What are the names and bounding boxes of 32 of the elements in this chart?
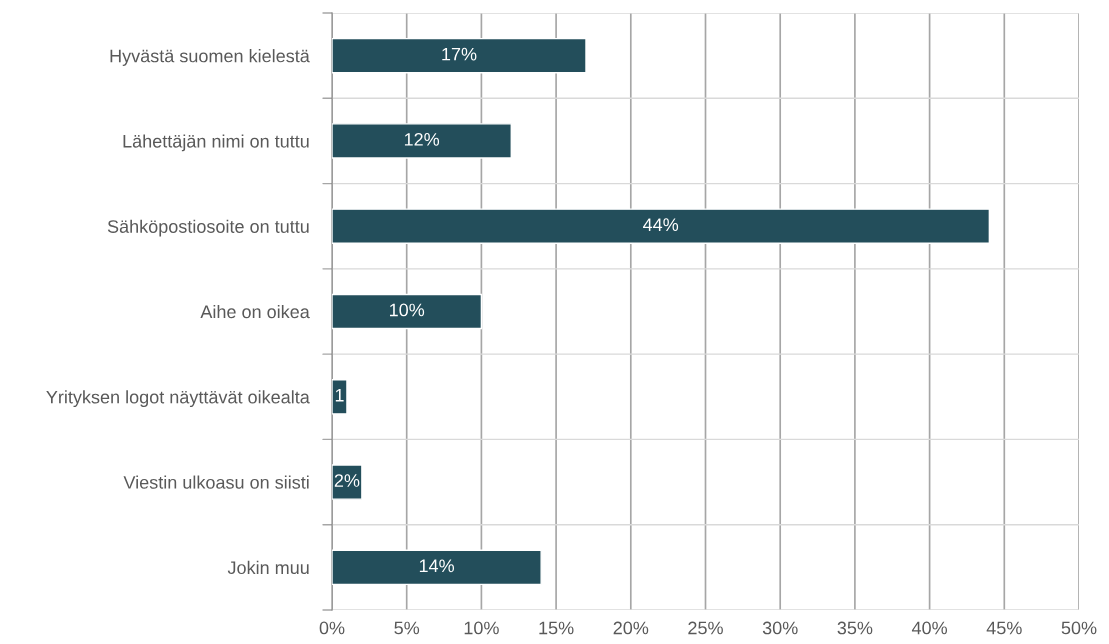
data-label: 1 <box>335 389 344 402</box>
bar <box>332 293 483 330</box>
y-tick-label: Hyvästä suomen kielestä <box>110 49 310 66</box>
y-tick-label: Sähköpostiosoite on tuttu <box>107 219 309 237</box>
y-tick-label: Viestin ulkoasu on siisti <box>123 475 309 489</box>
x-tick-label: 20% <box>613 621 649 635</box>
x-tick-label: 25% <box>688 621 723 635</box>
bar <box>332 549 542 586</box>
x-tick-label: 5% <box>394 621 420 635</box>
bar <box>332 464 363 500</box>
x-tick-label: 10% <box>464 621 499 635</box>
data-label: 10% <box>390 303 425 317</box>
x-tick-label: 15% <box>539 621 574 635</box>
bar <box>332 123 512 159</box>
bar <box>332 208 991 244</box>
y-tick-label: Lähettäjän nimi on tuttu <box>123 134 309 152</box>
data-label: 44% <box>643 218 679 231</box>
data-label: 2% <box>334 474 360 487</box>
x-tick-label: 35% <box>837 621 873 635</box>
y-tick-label: Yrityksen logot näyttävät oikealta <box>46 390 310 408</box>
x-tick-label: 0% <box>319 621 345 635</box>
x-tick-label: 45% <box>986 621 1022 635</box>
y-tick-label: Aihe on oikea <box>200 304 310 319</box>
data-label: 12% <box>404 132 440 146</box>
x-tick-label: 50% <box>1061 621 1097 635</box>
x-tick-label: 30% <box>762 621 798 635</box>
data-label: 17% <box>442 47 477 61</box>
data-label: 14% <box>419 559 455 573</box>
bar <box>332 379 348 415</box>
y-tick-label: Jokin muu <box>227 560 309 575</box>
x-tick-label: 40% <box>911 621 948 635</box>
bar <box>332 37 587 74</box>
